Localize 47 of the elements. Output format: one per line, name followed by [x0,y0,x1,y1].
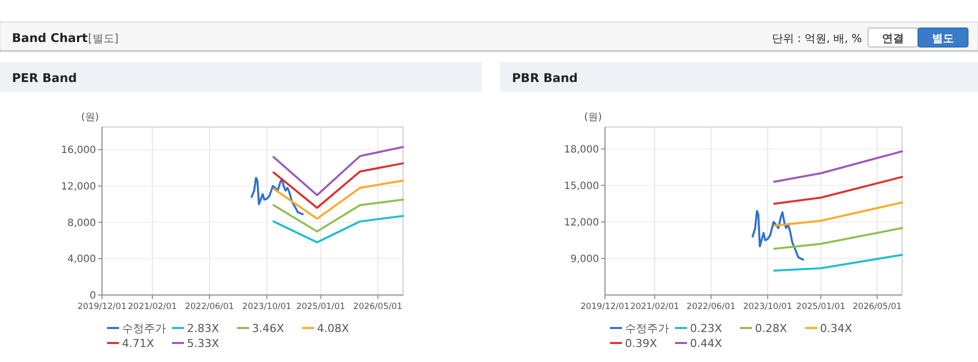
y-axis-title: (원) [584,112,602,123]
line-series [272,146,404,196]
legend-label: 0.34X [820,322,852,335]
legend-label: 수정주가 [122,322,166,335]
x-tick-label: 2019/12/01 [78,302,126,312]
legend-label: 0.23X [690,322,722,335]
y-tick-label: 18,000 [564,144,599,156]
line-series [272,162,404,209]
y-axis-title: (원) [81,112,99,123]
x-tick-label: 2025/01/01 [296,302,346,312]
line-series [752,210,804,261]
x-tick-label: 2026/05/01 [852,302,902,312]
legend-label: 4.71X [122,337,154,350]
y-tick-label: 12,000 [61,182,96,193]
legend-label: 0.44X [690,337,722,350]
y-tick-label: 9,000 [570,254,599,265]
text: 별도 [932,32,954,45]
y-tick-label: 4,000 [67,254,96,266]
text: Band Chart [12,31,88,45]
legend-label: 2.83X [187,322,220,335]
legend-label: 0.39X [625,337,658,350]
x-tick-label: 2021/02/01 [630,302,680,312]
text: 연결 [882,32,904,45]
legend-label: 수정주가 [625,322,669,335]
chart-title: PBR Band [512,71,578,85]
x-tick-label: 2023/10/01 [743,302,792,312]
x-tick-label: 2022/06/01 [184,302,234,312]
text: [별도] [88,32,119,45]
chart-title: PER Band [12,71,77,85]
legend-label: 3.46X [252,322,284,335]
line-series [250,176,304,216]
x-tick-label: 2023/10/01 [242,302,292,312]
x-tick-label: 2019/12/01 [580,302,630,312]
text: 단위 : 억원, 배, % [772,32,862,45]
y-tick-label: 0 [90,290,96,302]
x-tick-label: 2021/02/01 [128,302,177,312]
y-tick-label: 8,000 [67,218,96,229]
legend-label: 4.08X [317,322,350,335]
line-series [272,180,404,220]
x-tick-label: 2026/05/01 [353,302,402,312]
legend-label: 5.33X [187,337,220,350]
y-tick-label: 15,000 [564,180,599,192]
legend-label: 0.28X [755,322,788,335]
x-tick-label: 2022/06/01 [686,302,736,312]
y-tick-label: 12,000 [564,217,599,228]
x-tick-label: 2025/01/01 [796,302,846,312]
y-tick-label: 16,000 [61,145,96,156]
